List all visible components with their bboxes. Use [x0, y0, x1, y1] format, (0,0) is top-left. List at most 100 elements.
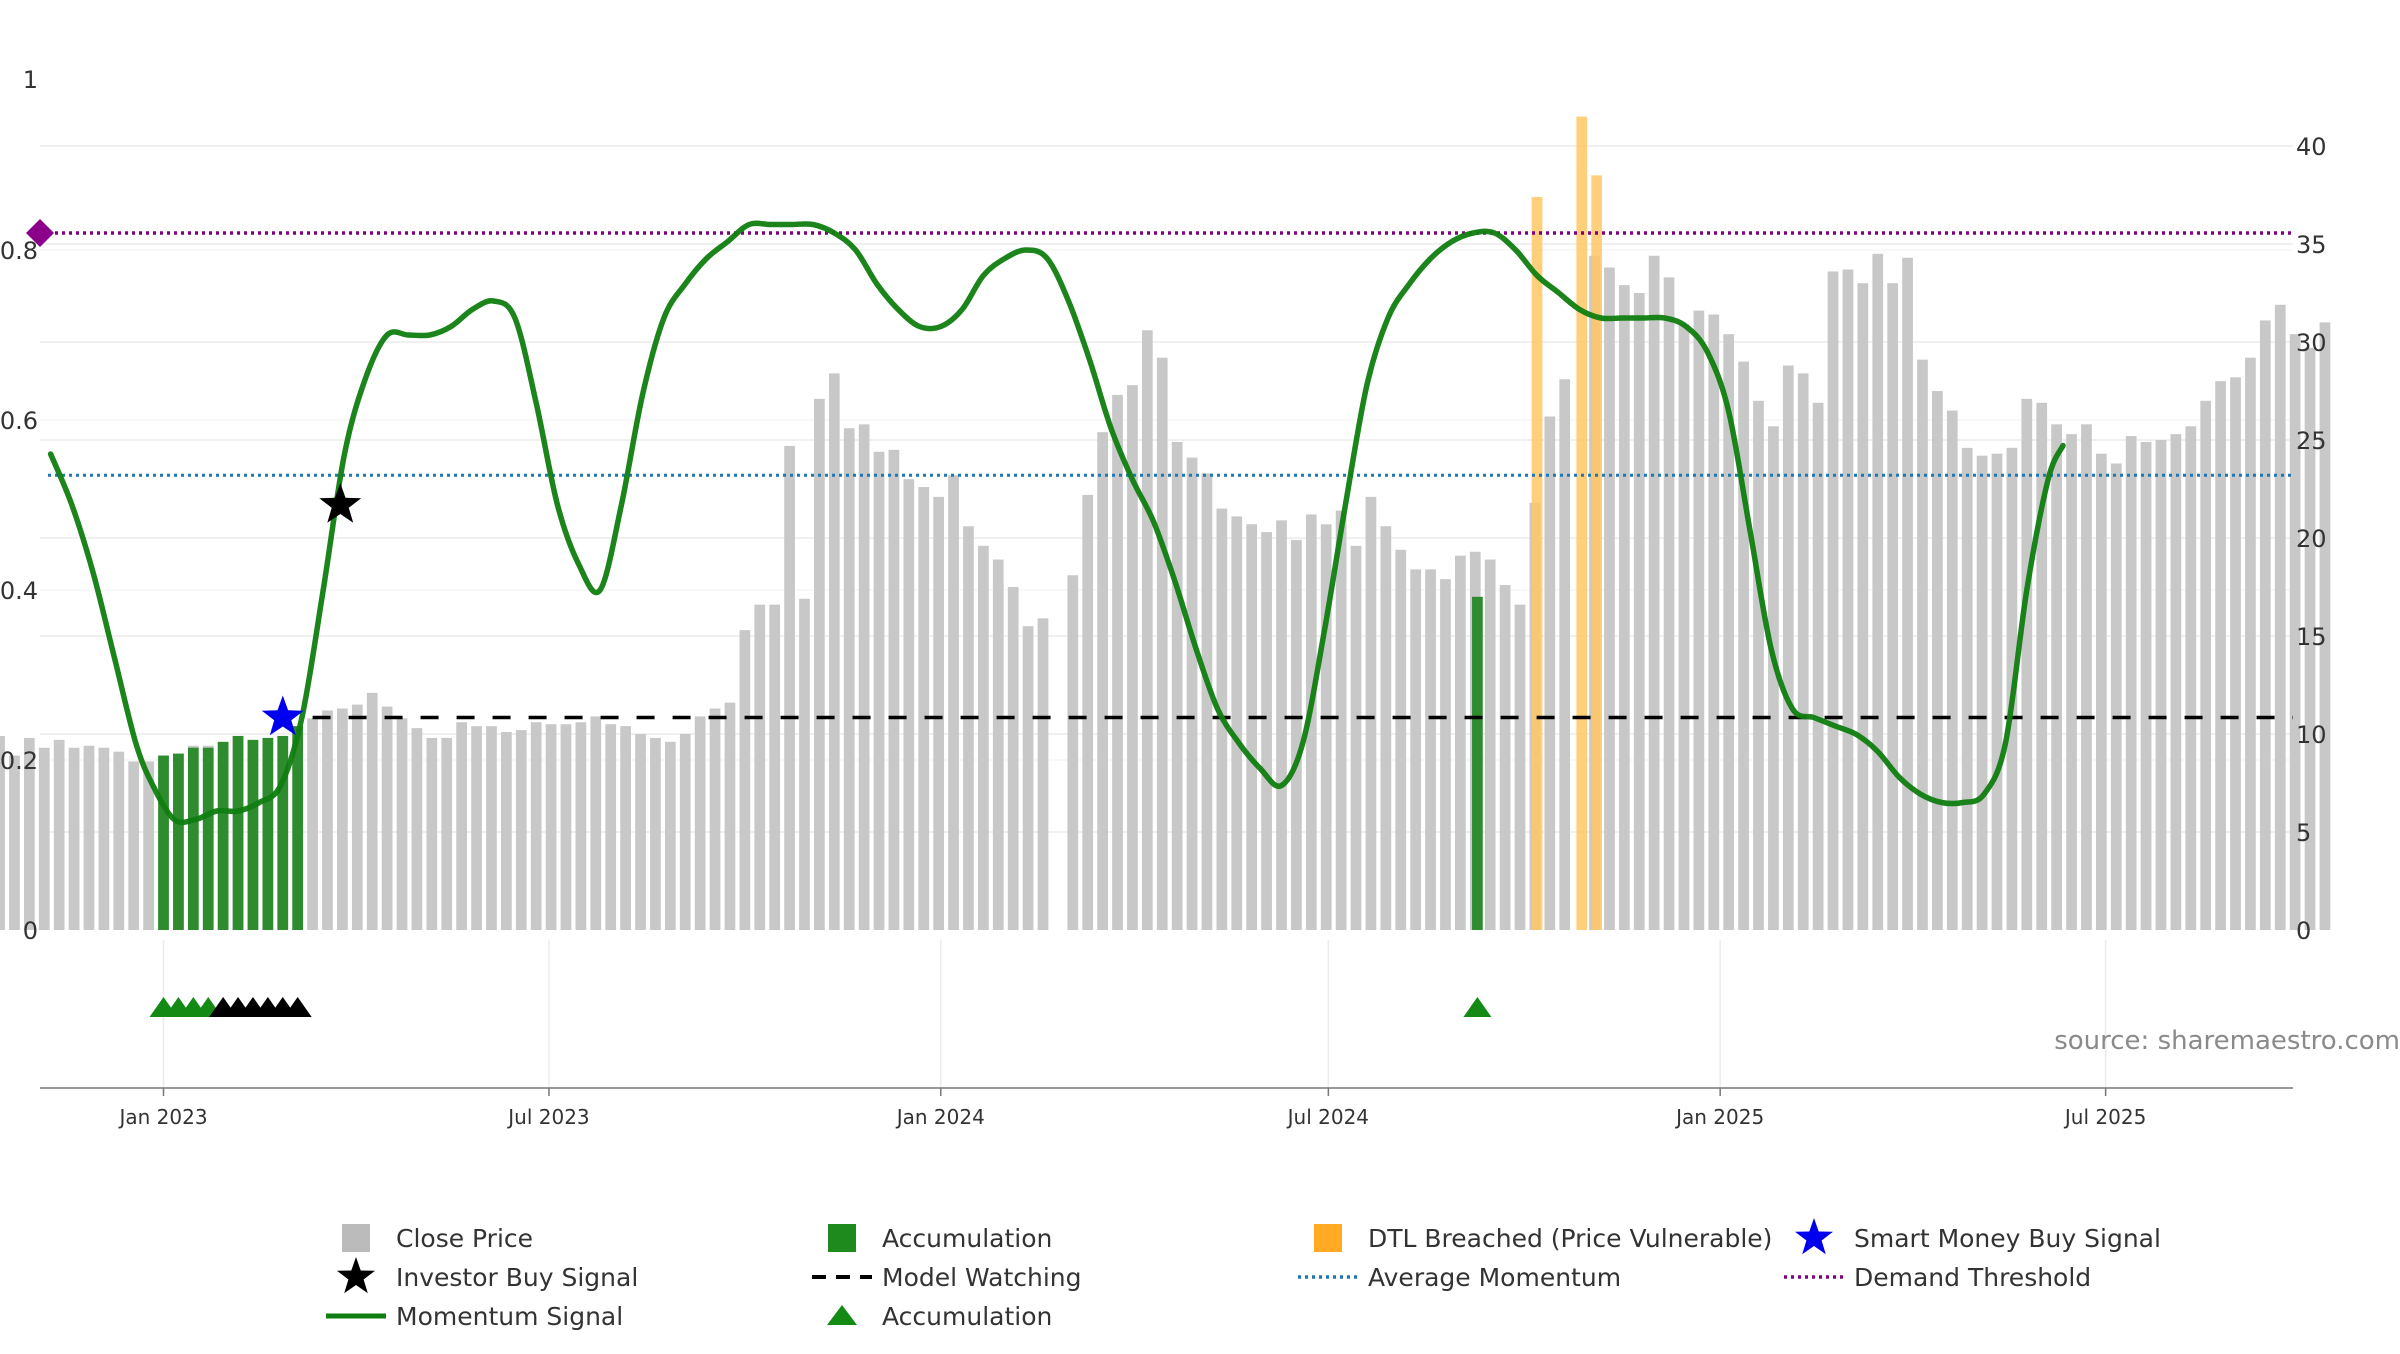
close-price-bar: [992, 559, 1004, 930]
close-price-bar: [0, 735, 5, 930]
close-price-bar: [2259, 320, 2271, 930]
close-price-bar: [933, 496, 945, 930]
x-axis-tick-label: Jan 2024: [895, 1105, 985, 1129]
close-price-bar: [1932, 391, 1943, 930]
close-price-bar: [1425, 569, 1436, 930]
close-price-bar: [799, 598, 810, 930]
close-price-bar: [2245, 357, 2256, 930]
left-axis-tick-label: 1: [23, 66, 38, 94]
close-price-bar: [2021, 398, 2033, 931]
close-price-bar: [1246, 524, 1258, 930]
close-price-bar: [1022, 626, 1034, 930]
close-price-bar: [1693, 310, 1705, 930]
legend-swatch-square: [342, 1224, 370, 1252]
close-price-bar: [754, 604, 766, 930]
close-price-bar: [1872, 253, 1884, 931]
legend-label: Accumulation: [882, 1302, 1052, 1331]
close-price-bar: [2185, 426, 2197, 930]
right-axis-tick-label: 35: [2296, 231, 2327, 259]
accumulation-bar: [232, 735, 244, 930]
accumulation-bar: [217, 741, 229, 930]
close-price-bar: [709, 708, 721, 930]
close-price-bar: [1514, 604, 1526, 930]
close-price-bar: [396, 718, 408, 930]
right-axis-tick-label: 20: [2296, 525, 2327, 553]
close-price-bar: [1991, 453, 2003, 930]
close-price-bar: [590, 716, 602, 930]
close-price-bar: [9, 755, 20, 930]
close-price-bar: [1410, 569, 1422, 930]
accumulation-triangle: [1463, 997, 1492, 1017]
right-axis-tick-label: 40: [2296, 133, 2327, 161]
right-axis-tick-label: 15: [2296, 623, 2327, 651]
close-price-bar: [1261, 532, 1272, 930]
close-price-bar: [2304, 347, 2316, 930]
accumulation-bar: [158, 755, 169, 930]
accumulation-bar: [173, 753, 184, 930]
close-price-bar: [23, 737, 35, 930]
accumulation-bar: [187, 747, 199, 930]
close-price-bar: [1708, 314, 1720, 930]
close-price-bar: [1976, 455, 1988, 930]
close-price-bar: [1946, 410, 1958, 931]
close-price-bar: [650, 737, 661, 930]
close-price-bar: [769, 604, 781, 930]
close-price-bar: [1797, 373, 1809, 930]
close-price-bar: [1440, 579, 1451, 930]
close-price-bar: [38, 747, 50, 930]
close-price-bar: [1395, 549, 1407, 930]
legend-label: Investor Buy Signal: [396, 1263, 638, 1292]
left-axis-tick-label: 0.2: [0, 747, 38, 775]
close-price-bar: [545, 724, 557, 930]
close-price-bar: [113, 751, 125, 930]
close-price-bar: [575, 722, 587, 930]
close-price-bar: [1455, 555, 1466, 930]
close-price-bar: [1007, 587, 1019, 930]
marker-layer: [149, 483, 1492, 1017]
line-layer: [26, 219, 2293, 826]
close-price-bar: [664, 741, 676, 930]
close-price-bar: [1156, 357, 1168, 930]
close-price-bar: [1663, 277, 1675, 930]
close-price-bar: [1082, 494, 1094, 930]
close-price-bar: [1723, 334, 1735, 930]
close-price-bar: [1633, 293, 1645, 930]
close-price-bar: [322, 710, 333, 930]
close-price-bar: [486, 726, 497, 930]
close-price-bar: [679, 734, 691, 930]
dtl-breached-bar: [1591, 175, 1603, 930]
close-price-bar: [2036, 402, 2048, 930]
close-price-bar: [1782, 365, 1794, 930]
close-price-bar: [694, 716, 706, 930]
close-price-bar: [1753, 400, 1764, 930]
legend-swatch-star: [1795, 1218, 1833, 1255]
close-price-bar: [143, 761, 154, 930]
close-price-bar: [903, 479, 915, 930]
close-price-bar: [1842, 269, 1854, 931]
legend-swatch-star: [337, 1257, 375, 1294]
close-price-bar: [1365, 496, 1377, 930]
source-label: source: sharemaestro.com: [2054, 1026, 2400, 1056]
close-price-bar: [1648, 255, 1660, 930]
close-price-bar: [1961, 447, 1973, 930]
close-price-bar: [814, 398, 825, 931]
left-axis-tick-label: 0.6: [0, 407, 38, 435]
legend-label: Close Price: [396, 1224, 533, 1253]
close-price-bar: [83, 745, 95, 930]
close-price-bar: [739, 630, 751, 930]
close-price-bar: [560, 724, 572, 930]
accumulation-bar: [1472, 596, 1483, 930]
close-price-bar: [1305, 514, 1317, 930]
close-price-bar: [2095, 453, 2107, 930]
legend-swatch-square: [1314, 1224, 1342, 1252]
close-price-bar: [1037, 618, 1049, 930]
close-price-bar: [635, 734, 646, 930]
close-price-bar: [620, 726, 631, 930]
close-price-bar: [1917, 359, 1928, 930]
close-price-bar: [98, 747, 110, 930]
close-price-bar: [1604, 267, 1615, 930]
close-price-bar: [1618, 285, 1630, 930]
close-price-bar: [1276, 520, 1287, 930]
close-price-bar: [441, 737, 453, 930]
